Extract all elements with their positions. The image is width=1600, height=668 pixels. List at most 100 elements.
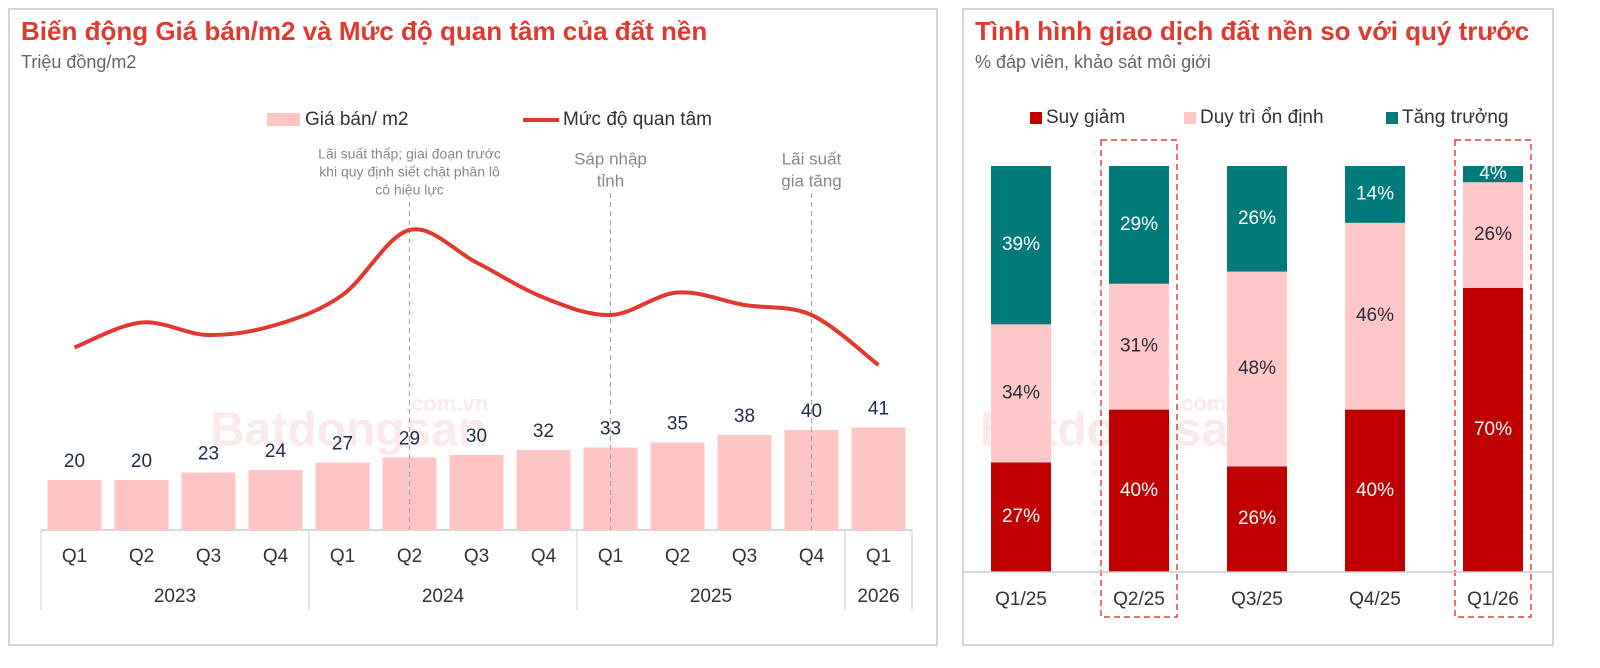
x-tick-label: Q3 [464, 546, 489, 567]
annotation: Lãi suất thấp; giai đoạn trước [318, 146, 501, 162]
bar-segment [1345, 166, 1405, 223]
bar-segment [991, 166, 1051, 325]
bar [516, 450, 571, 530]
x-tick-label: Q2 [665, 546, 690, 567]
bar [181, 472, 236, 530]
data-label: 48% [1238, 358, 1276, 379]
bar [248, 470, 303, 530]
data-label: 30 [466, 426, 487, 447]
bar [114, 480, 169, 530]
annotation: Sáp nhập [574, 149, 647, 168]
bar-segment [1345, 409, 1405, 572]
bar-segment [991, 324, 1051, 463]
highlight-box [1100, 139, 1178, 618]
left-panel [8, 8, 938, 646]
bar-segment [1345, 222, 1405, 410]
data-label: 27 [332, 434, 353, 455]
data-label: 32 [533, 421, 554, 442]
chart-title: Biến động Giá bán/m2 và Mức độ quan tâm … [21, 16, 707, 46]
bar [650, 442, 705, 530]
bar-segment [1227, 466, 1287, 572]
x-group-label: 2024 [422, 586, 465, 607]
data-label: 14% [1356, 183, 1394, 204]
bar [315, 462, 370, 530]
legend-swatch [1184, 112, 1196, 124]
data-label: 20 [131, 451, 152, 472]
x-tick-label: Q4 [799, 546, 825, 567]
annotation: tỉnh [597, 171, 624, 190]
x-tick-label: Q1/25 [995, 589, 1047, 610]
watermark: Batdongsan [210, 404, 487, 457]
chart-title: Tình hình giao dịch đất nền so với quý t… [975, 16, 1529, 46]
data-label: 40% [1120, 480, 1158, 501]
x-group-label: 2026 [857, 586, 899, 607]
annotation: khi quy định siết chặt phân lô [319, 164, 500, 180]
data-label: 41 [868, 399, 889, 420]
highlight-box [1454, 139, 1532, 618]
x-group-label: 2025 [690, 586, 732, 607]
chart-subtitle: Triệu đồng/m2 [21, 52, 136, 72]
data-label: 35 [667, 414, 688, 435]
data-label: 27% [1002, 506, 1040, 527]
x-tick-label: Q2 [129, 546, 154, 567]
x-tick-label: Q4 [263, 546, 289, 567]
x-tick-label: Q4 [531, 546, 557, 567]
annotation: Lãi suất [782, 149, 842, 168]
legend-swatch [1030, 112, 1042, 124]
annotation: có hiệu lực [375, 182, 444, 198]
x-tick-label: Q2 [397, 546, 422, 567]
data-label: 70% [1474, 419, 1512, 440]
x-tick-label: Q1/26 [1467, 589, 1519, 610]
legend-label: Suy giảm [1046, 107, 1125, 128]
bar [851, 427, 906, 530]
watermark: .com.vn [405, 391, 488, 416]
legend-label: Mức độ quan tâm [563, 109, 712, 130]
data-label: 23 [198, 444, 219, 465]
bar-segment [1227, 271, 1287, 467]
bar [47, 480, 102, 530]
x-tick-label: Q3 [196, 546, 221, 567]
x-tick-label: Q4/25 [1349, 589, 1401, 610]
bar-segment [1463, 166, 1523, 183]
legend-label: Giá bán/ m2 [305, 109, 409, 130]
x-tick-label: Q3 [732, 546, 757, 567]
x-tick-label: Q3/25 [1231, 589, 1283, 610]
data-label: 40% [1356, 480, 1394, 501]
data-label: 26% [1238, 508, 1276, 529]
data-label: 34% [1002, 382, 1040, 403]
legend-swatch [1386, 112, 1398, 124]
data-label: 26% [1238, 208, 1276, 229]
annotation: gia tăng [781, 171, 842, 190]
bar-segment [1109, 283, 1169, 410]
bar-segment [1227, 166, 1287, 272]
bar-segment [1109, 166, 1169, 284]
data-label: 26% [1474, 224, 1512, 245]
bar-segment [991, 462, 1051, 572]
data-label: 29% [1120, 214, 1158, 235]
bar [449, 455, 504, 530]
legend-swatch [267, 113, 300, 126]
x-tick-label: Q2/25 [1113, 589, 1165, 610]
x-tick-label: Q1 [62, 546, 87, 567]
x-tick-label: Q1 [330, 546, 355, 567]
legend-label: Tăng trưởng [1402, 107, 1509, 128]
x-tick-label: Q1 [598, 546, 623, 567]
legend-label: Duy trì ổn định [1200, 107, 1324, 128]
data-label: 20 [64, 451, 85, 472]
data-label: 39% [1002, 234, 1040, 255]
data-label: 4% [1479, 163, 1507, 184]
data-label: 31% [1120, 336, 1158, 357]
chart-subtitle: % đáp viên, khảo sát môi giới [975, 52, 1211, 72]
x-group-label: 2023 [154, 586, 196, 607]
data-label: 38 [734, 406, 755, 427]
data-label: 24 [265, 441, 287, 462]
data-label: 46% [1356, 305, 1394, 326]
bar-segment [1463, 182, 1523, 288]
bar-segment [1463, 287, 1523, 572]
bar [583, 447, 638, 530]
bar-segment [1109, 409, 1169, 572]
line [73, 227, 880, 367]
bar [717, 435, 772, 530]
x-tick-label: Q1 [866, 546, 891, 567]
